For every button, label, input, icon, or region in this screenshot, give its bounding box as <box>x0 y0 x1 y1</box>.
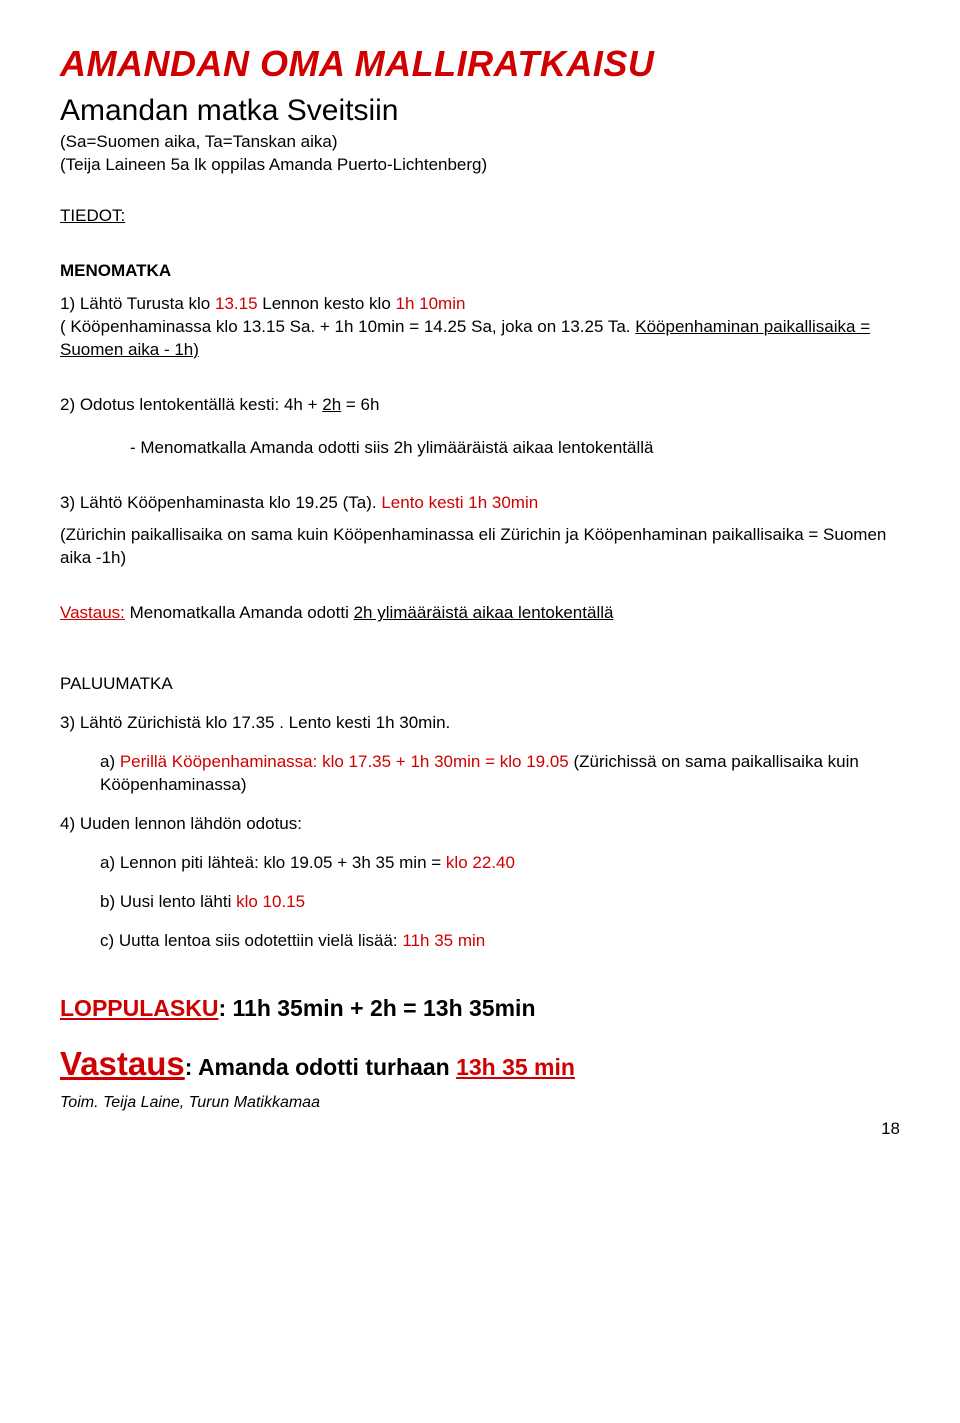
paluu-item-4a: a) Lennon piti lähteä: klo 19.05 + 3h 35… <box>60 852 900 875</box>
text: 1) Lähtö Turusta klo <box>60 294 215 313</box>
red-text: klo 22.40 <box>446 853 515 872</box>
menomatka-vastaus: Vastaus: Menomatkalla Amanda odotti 2h y… <box>60 602 900 625</box>
text: : 11h 35min + 2h = 13h 35min <box>218 995 535 1021</box>
loppulasku: LOPPULASKU: 11h 35min + 2h = 13h 35min <box>60 993 900 1024</box>
paluu-item-4: 4) Uuden lennon lähdön odotus: <box>60 813 900 836</box>
menomatka-paren: ( Kööpenhaminassa klo 13.15 Sa. + 1h 10m… <box>60 316 900 362</box>
paluu-item-3a: a) Perillä Kööpenhaminassa: klo 17.35 + … <box>60 751 900 797</box>
text: c) Uutta lentoa siis odotettiin vielä li… <box>100 931 402 950</box>
red-text: 11h 35 min <box>402 931 485 950</box>
text: Menomatkalla Amanda odotti <box>125 603 354 622</box>
text: b) Uusi lento lähti <box>100 892 236 911</box>
red-text: Perillä Kööpenhaminassa: klo 17.35 + 1h … <box>120 752 574 771</box>
underline-text: 2h <box>322 395 341 414</box>
vastaus-word: Vastaus <box>60 1045 185 1082</box>
red-underline-text: 13h 35 min <box>456 1054 575 1080</box>
text: Lennon kesto klo <box>258 294 396 313</box>
red-text: 1h 10min <box>396 294 466 313</box>
text: ( Kööpenhaminassa klo 13.15 Sa. + 1h 10m… <box>60 317 635 336</box>
menomatka-item-2: 2) Odotus lentokentällä kesti: 4h + 2h =… <box>60 394 900 417</box>
menomatka-bullet: - Menomatkalla Amanda odotti siis 2h yli… <box>60 437 900 460</box>
text: 2) Odotus lentokentällä kesti: 4h + <box>60 395 322 414</box>
final-vastaus: Vastaus: Amanda odotti turhaan 13h 35 mi… <box>60 1042 900 1087</box>
paluu-item-4c: c) Uutta lentoa siis odotettiin vielä li… <box>60 930 900 953</box>
footer-credit: Toim. Teija Laine, Turun Matikkamaa <box>60 1092 900 1114</box>
menomatka-paren-3: (Zürichin paikallisaika on sama kuin Köö… <box>60 524 900 570</box>
text: a) Lennon piti lähteä: klo 19.05 + 3h 35… <box>100 853 446 872</box>
menomatka-item-1: 1) Lähtö Turusta klo 13.15 Lennon kesto … <box>60 293 900 316</box>
menomatka-heading: MENOMATKA <box>60 260 900 283</box>
text: : Amanda odotti turhaan <box>185 1054 456 1080</box>
underline-text: 2h ylimääräistä aikaa lentokentällä <box>354 603 614 622</box>
paluu-item-4b: b) Uusi lento lähti klo 10.15 <box>60 891 900 914</box>
item-letter: a) <box>100 752 120 771</box>
page-number: 18 <box>60 1118 900 1141</box>
main-title: AMANDAN OMA MALLIRATKAISU <box>60 40 900 89</box>
paren-line-2: (Teija Laineen 5a lk oppilas Amanda Puer… <box>60 154 900 177</box>
loppulasku-label: LOPPULASKU <box>60 995 218 1021</box>
tiedot-label: TIEDOT: <box>60 205 900 228</box>
paren-line-1: (Sa=Suomen aika, Ta=Tanskan aika) <box>60 131 900 154</box>
menomatka-item-3: 3) Lähtö Kööpenhaminasta klo 19.25 (Ta).… <box>60 492 900 515</box>
red-text: Lento kesti 1h 30min <box>381 493 538 512</box>
red-text: 13.15 <box>215 294 258 313</box>
text: 3) Lähtö Kööpenhaminasta klo 19.25 (Ta). <box>60 493 381 512</box>
red-text: klo 10.15 <box>236 892 305 911</box>
vastaus-label: Vastaus: <box>60 603 125 622</box>
paluu-item-3: 3) Lähtö Zürichistä klo 17.35 . Lento ke… <box>60 712 900 735</box>
paluumatka-heading: PALUUMATKA <box>60 673 900 696</box>
subtitle: Amandan matka Sveitsiin <box>60 91 900 132</box>
text: = 6h <box>341 395 379 414</box>
